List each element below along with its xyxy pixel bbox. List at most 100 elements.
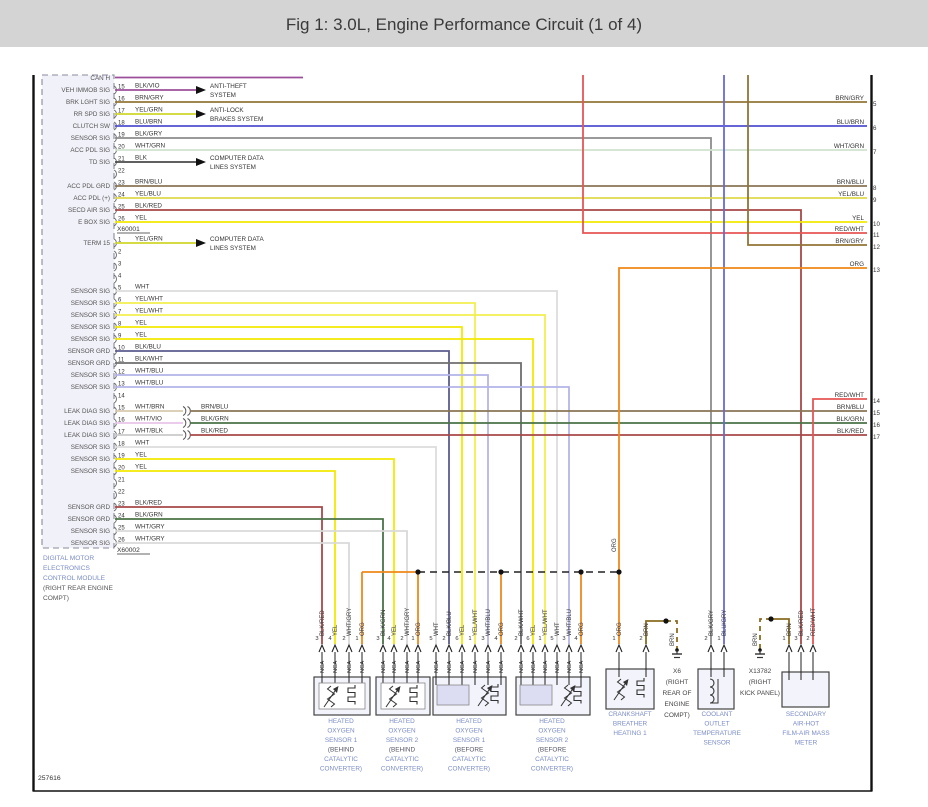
vertical-wire-color-label: ORG <box>617 622 623 636</box>
pin-number: 26 <box>118 217 125 223</box>
temperature-coil-icon <box>709 678 715 704</box>
connector-terminal-icon <box>541 643 549 653</box>
component-pin-number: 2 <box>342 636 345 642</box>
pin-signal-label: SENSOR SIG <box>71 468 110 475</box>
vertical-wire-color-label: YEL <box>392 624 398 636</box>
pin-signal-label: TD SIG <box>89 159 110 166</box>
nca-label: NCA <box>434 661 440 673</box>
wire-5 <box>115 290 558 644</box>
connector-terminal-icon <box>390 643 398 653</box>
pin-signal-label: ACC PDL GRD <box>67 183 110 190</box>
pin-signal-label: LEAK DIAG SIG <box>64 420 110 427</box>
pin-number: 16 <box>118 418 125 424</box>
component-label: SECONDARY <box>786 711 827 718</box>
pin-number: 23 <box>118 502 125 508</box>
connector-terminal-icon <box>785 643 793 653</box>
component-box-coolant-outlet-temp-sensor <box>697 668 735 710</box>
connector-terminal-icon <box>797 643 805 653</box>
system-target-label: LINES SYSTEM <box>210 245 256 252</box>
component-label: METER <box>795 740 818 747</box>
wire-color-label: WHT/BLU <box>135 380 164 387</box>
pin-signal-label: SENSOR SIG <box>71 300 110 307</box>
pin-number: 26 <box>118 538 125 544</box>
pin-number: 16 <box>118 97 125 103</box>
pin-number: 19 <box>118 454 125 460</box>
edge-connector-number: 8 <box>873 185 877 192</box>
edge-connector-number: 14 <box>873 398 880 405</box>
wire-color-label: YEL/GRN <box>135 236 163 243</box>
wire-color-label: WHT/GRY <box>135 536 165 543</box>
component-label: COOLANT <box>702 711 733 718</box>
edge-connector-number: 5 <box>873 101 877 108</box>
heater-element-icon <box>573 684 582 704</box>
wire-25 <box>115 530 408 644</box>
pin-signal-label: SENSOR SIG <box>71 540 110 547</box>
vertical-wire-color-label: YEL <box>333 624 339 636</box>
component-label: TEMPERATURE <box>693 730 741 737</box>
component-label: CONVERTER) <box>320 766 362 773</box>
dme-caption: DIGITAL MOTOR ELECTRONICS CONTROL MODULE… <box>43 555 113 602</box>
component-label: CONVERTER) <box>531 766 573 773</box>
ground-label: KICK PANEL) <box>740 690 780 697</box>
nca-label: NCA <box>543 661 549 673</box>
nca-label: NCA <box>555 661 561 673</box>
heater-element-icon <box>636 678 645 698</box>
vertical-wire-color-label: WHT <box>555 622 561 636</box>
vertical-wire-color-label: ORG <box>416 622 422 636</box>
pin-connector-symbol <box>113 478 117 488</box>
wire-color-label: YEL <box>135 320 147 327</box>
edge-connector-number: 9 <box>873 197 877 204</box>
nca-label: NCA <box>486 661 492 673</box>
pin-signal-label: LEAK DIAG SIG <box>64 432 110 439</box>
vertical-wire-color-label: YEL/WHT <box>473 609 479 636</box>
connector-terminal-icon <box>403 643 411 653</box>
pin-number: 13 <box>118 382 125 388</box>
component-pin-number: 3 <box>562 636 565 642</box>
heater-element-icon <box>409 685 418 705</box>
connector-terminal-icon <box>471 643 479 653</box>
edge-connector-number: 7 <box>873 149 877 156</box>
edge-wire-color-label: RED/WHT <box>835 392 865 399</box>
system-target-label: ANTI-LOCK <box>210 107 244 114</box>
component-label: BREATHER <box>613 721 648 728</box>
component-label: SENSOR 1 <box>325 737 358 744</box>
variable-resistor-arrow <box>560 686 575 707</box>
wire-color-label: WHT <box>135 440 149 447</box>
pin-number: 10 <box>118 346 125 352</box>
component-pin-number: 4 <box>387 636 391 642</box>
ground-label: REAR OF <box>663 690 692 697</box>
pin-signal-label: SENSOR SIG <box>71 135 110 142</box>
nca-label: NCA <box>416 661 422 673</box>
edge-wire-color-label: BLK/RED <box>837 428 864 435</box>
nca-label: NCA <box>333 661 339 673</box>
component-pin-number: 2 <box>442 636 445 642</box>
splice-symbol <box>182 430 187 440</box>
wire-red-wht-11 <box>582 75 867 234</box>
pin-number: 15 <box>118 406 125 412</box>
nca-label: NCA <box>519 661 525 673</box>
wire-6 <box>115 302 476 644</box>
pin-connector-symbol <box>113 262 117 272</box>
pin-number: 24 <box>118 514 125 520</box>
vertical-wire-color-label: WHT/GRY <box>347 608 353 636</box>
nca-label: NCA <box>473 661 479 673</box>
component-label: SENSOR 2 <box>386 737 419 744</box>
pin-signal-label: SENSOR GRD <box>68 360 111 367</box>
pin-signal-label: SENSOR SIG <box>71 528 110 535</box>
edge-wire-color-label: BRN/BLU <box>837 404 865 411</box>
wire-7 <box>115 314 546 644</box>
vertical-wire-color-label: BRN <box>644 623 650 636</box>
pin-number: 6 <box>118 298 122 304</box>
connector-terminal-icon <box>458 643 466 653</box>
component-pin-number: 1 <box>411 636 414 642</box>
wire-brn-x13782-dashed <box>759 618 771 649</box>
component-label: (BEHIND <box>328 747 355 754</box>
pin-number: 17 <box>118 430 125 436</box>
vertical-wire-color-label: BLK/GRY <box>709 610 715 636</box>
nca-label: NCA <box>447 661 453 673</box>
component-label: SENSOR 2 <box>536 737 569 744</box>
ground-label: ENGINE <box>665 701 691 708</box>
splice-symbol <box>187 418 191 428</box>
component-label: CONVERTER) <box>448 766 490 773</box>
